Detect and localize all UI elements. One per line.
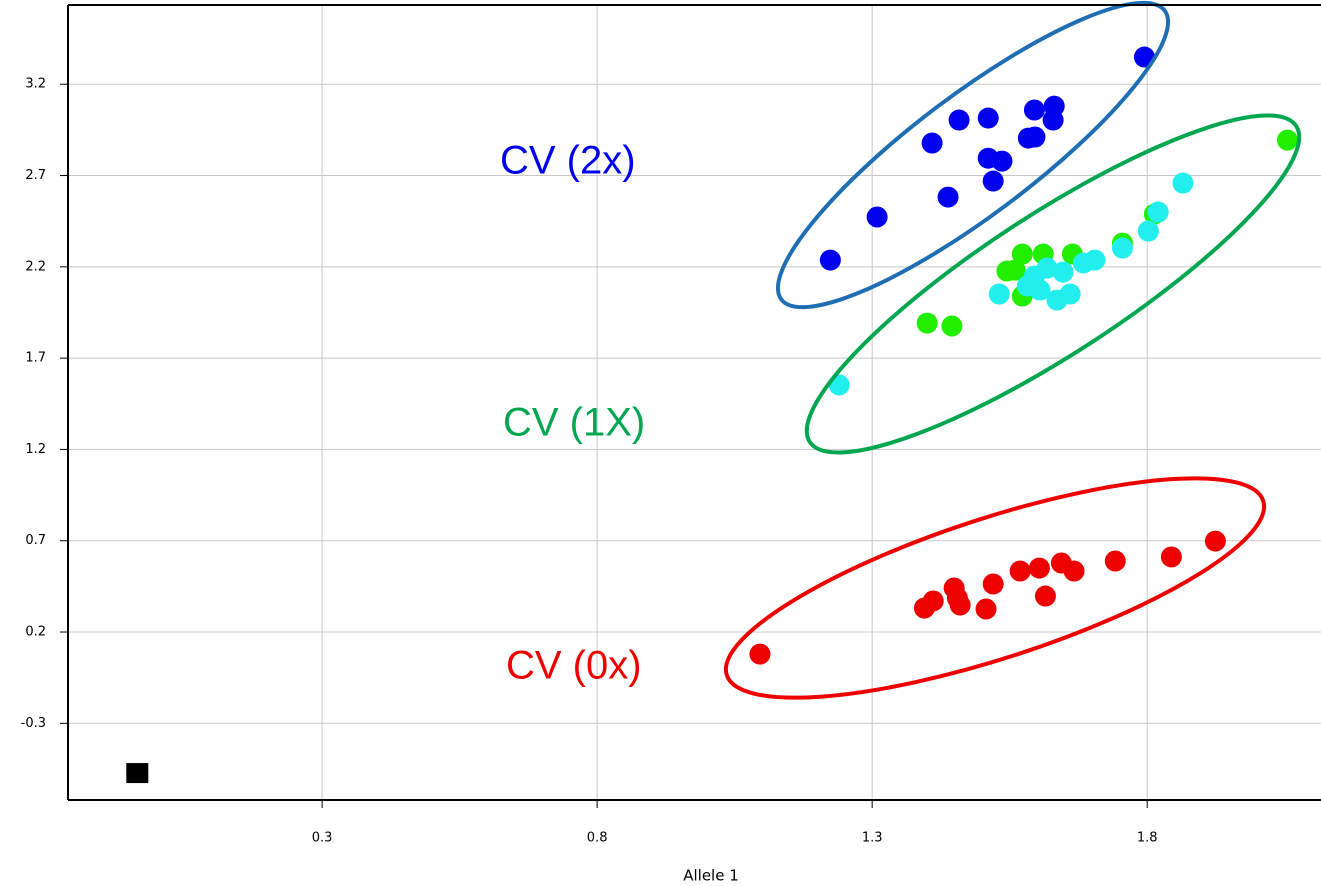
x-tick-label: 0.3 <box>312 831 333 846</box>
y-tick-label: 0.2 <box>25 625 46 640</box>
point <box>1004 259 1026 281</box>
point <box>1009 560 1031 582</box>
point <box>991 150 1013 172</box>
point <box>749 643 771 665</box>
grid <box>68 5 1321 800</box>
point <box>1160 546 1182 568</box>
cluster-ellipse <box>723 476 1267 700</box>
annotation: CV (1X) <box>503 401 645 445</box>
point <box>1276 129 1298 151</box>
point <box>866 206 888 228</box>
marks <box>126 46 1298 784</box>
annotation: CV (2x) <box>500 139 636 183</box>
x-tick-label: 1.8 <box>1137 831 1158 846</box>
point <box>1137 220 1159 242</box>
point <box>126 763 149 784</box>
y-tick-label: 3.2 <box>25 77 46 92</box>
point <box>975 598 997 620</box>
point <box>982 170 1004 192</box>
y-tick-label: -0.3 <box>21 716 46 731</box>
y-tick-label: 1.7 <box>25 351 46 366</box>
point <box>949 594 971 616</box>
point <box>916 312 938 334</box>
point <box>1063 560 1085 582</box>
point <box>982 573 1004 595</box>
point <box>1034 585 1056 607</box>
point <box>941 315 963 337</box>
point <box>1042 109 1064 131</box>
point <box>1052 261 1074 283</box>
point <box>1147 201 1169 223</box>
point <box>922 590 944 612</box>
cluster-ellipse <box>804 113 1302 455</box>
point <box>1059 283 1081 305</box>
point <box>921 132 943 154</box>
point <box>1111 237 1133 259</box>
y-tick-label: 1.2 <box>25 442 46 457</box>
y-tick-label: 2.2 <box>25 259 46 274</box>
point <box>1024 126 1046 148</box>
point <box>1204 530 1226 552</box>
point <box>819 249 841 271</box>
x-axis-label: Allele 1 <box>683 867 739 885</box>
point <box>1023 99 1045 121</box>
point <box>1172 172 1194 194</box>
point <box>977 107 999 129</box>
point <box>1011 243 1033 265</box>
point <box>948 109 970 131</box>
point <box>937 186 959 208</box>
annotation: CV (0x) <box>506 644 642 688</box>
point <box>1084 249 1106 271</box>
point <box>988 283 1010 305</box>
x-tick-label: 0.8 <box>587 831 608 846</box>
cluster-ellipse <box>775 0 1171 310</box>
x-tick-label: 1.3 <box>862 831 883 846</box>
point <box>1028 557 1050 579</box>
y-tick-label: 2.7 <box>25 168 46 183</box>
y-tick-label: 0.7 <box>25 533 46 548</box>
point <box>1023 265 1045 287</box>
point <box>1104 550 1126 572</box>
plot-area <box>68 5 1321 800</box>
